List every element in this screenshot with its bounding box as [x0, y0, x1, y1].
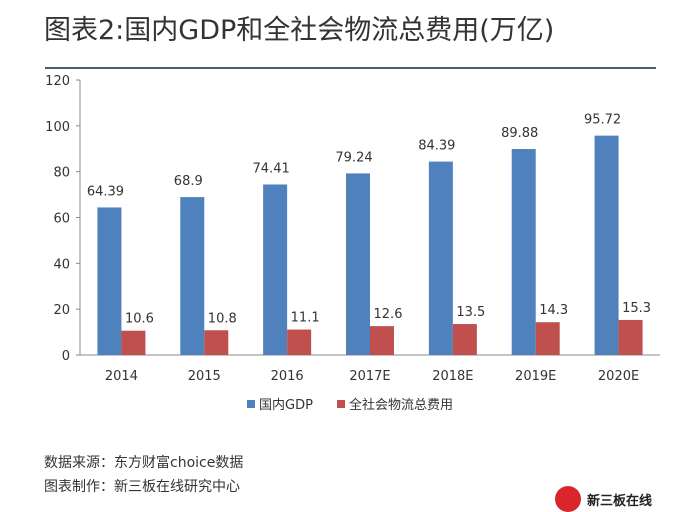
legend-label: 全社会物流总费用	[349, 397, 453, 413]
bar-logistics	[370, 326, 394, 355]
maker-note: 图表制作：新三板在线研究中心	[44, 479, 240, 495]
data-label: 11.1	[291, 311, 320, 326]
bar-logistics	[204, 330, 229, 355]
data-label: 15.3	[622, 301, 651, 316]
x-tick-label: 2017E	[349, 369, 390, 384]
x-tick-label: 2015	[188, 369, 221, 384]
bar-logistics	[287, 329, 312, 355]
logo-text: 新三板在线	[587, 493, 653, 509]
y-tick-label: 0	[62, 349, 70, 364]
chart-title: 图表2:国内GDP和全社会物流总费用(万亿)	[44, 15, 555, 46]
x-tick-label: 2019E	[515, 369, 556, 384]
x-tick-label: 2016	[271, 369, 304, 384]
data-label: 68.9	[174, 174, 203, 189]
data-label: 74.41	[253, 161, 290, 176]
bar-gdp	[263, 184, 288, 355]
bar-gdp	[428, 161, 453, 355]
x-tick-label: 2014	[105, 369, 138, 384]
bar-gdp	[511, 149, 536, 355]
x-tick-label: 2018E	[432, 369, 473, 384]
y-tick-label: 20	[53, 303, 70, 318]
y-tick-label: 80	[53, 166, 70, 181]
data-label: 79.24	[335, 150, 372, 165]
y-tick-label: 120	[45, 74, 70, 89]
y-tick-label: 60	[53, 212, 70, 227]
legend-swatch	[247, 400, 255, 408]
legend-label: 国内GDP	[259, 397, 313, 413]
y-tick-label: 40	[53, 257, 70, 272]
data-label: 14.3	[539, 303, 568, 318]
data-label: 84.39	[418, 139, 455, 154]
bar-gdp	[594, 135, 619, 355]
data-label: 13.5	[456, 305, 485, 320]
y-tick-label: 100	[45, 120, 70, 135]
bar-logistics	[452, 324, 477, 355]
logo: 新三板在线	[555, 486, 652, 512]
bar-logistics	[535, 322, 560, 355]
data-label: 95.72	[584, 113, 621, 128]
source-note: 数据来源：东方财富choice数据	[44, 455, 244, 471]
bar-logistics	[121, 330, 146, 355]
data-label: 12.6	[374, 307, 403, 322]
legend-swatch	[337, 400, 345, 408]
title-divider	[45, 67, 656, 69]
data-label: 10.6	[125, 312, 154, 327]
bar-gdp	[97, 207, 122, 355]
data-label: 64.39	[87, 184, 124, 199]
bar-chart: 0 20 40 60 80 100 120 2014 64.39 10.6 2015 68.9 10.8…	[45, 74, 660, 413]
data-label: 89.88	[501, 126, 538, 141]
x-tick-label: 2020E	[598, 369, 639, 384]
bar-gdp	[346, 173, 370, 355]
data-label: 10.8	[208, 311, 237, 326]
logo-icon	[555, 486, 581, 512]
bar-gdp	[180, 197, 205, 355]
bar-logistics	[618, 319, 643, 355]
